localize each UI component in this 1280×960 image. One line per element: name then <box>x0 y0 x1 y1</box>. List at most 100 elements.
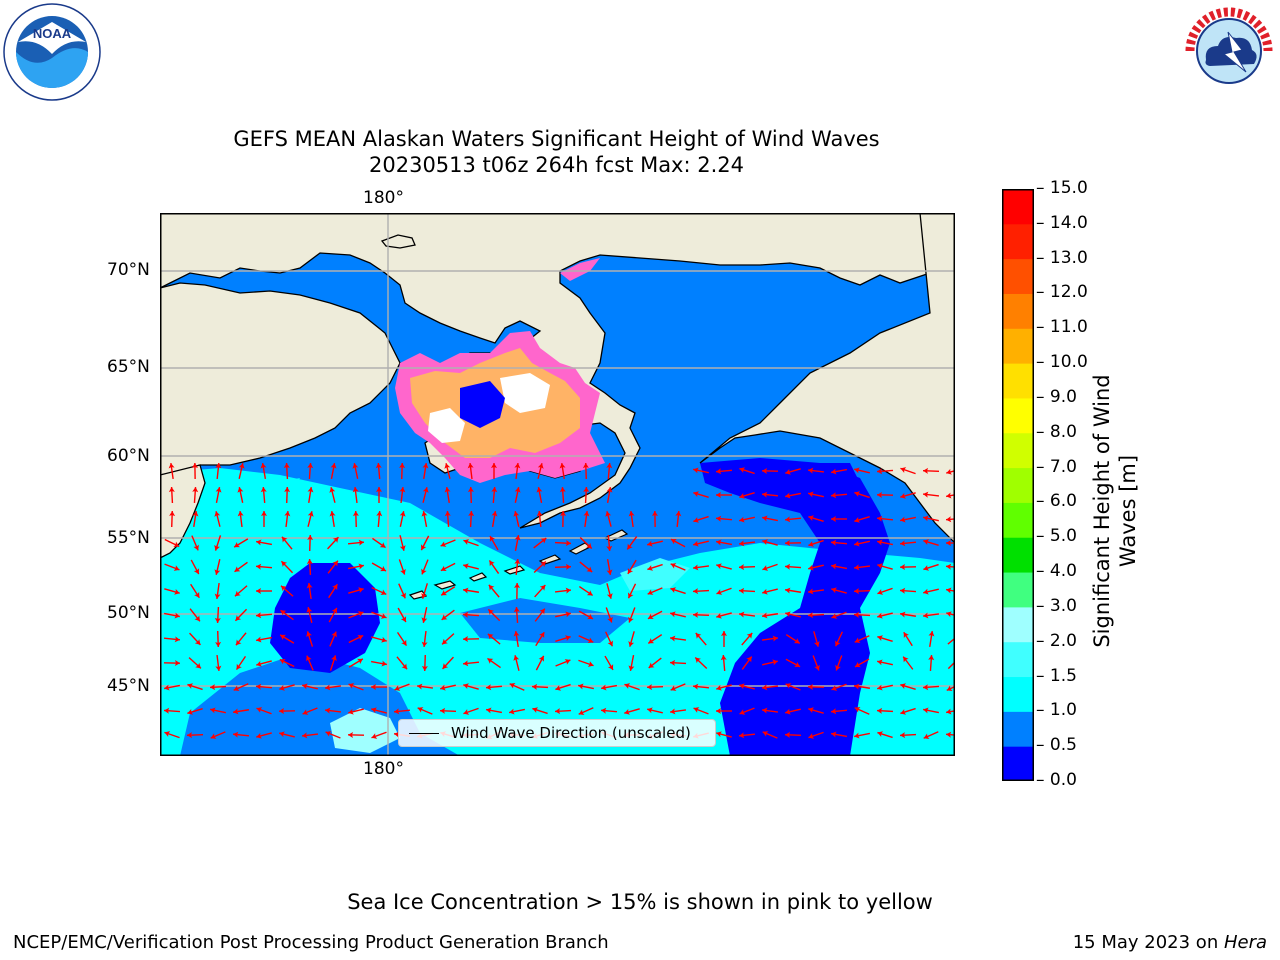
wind-wave-arrow <box>628 655 635 671</box>
wind-wave-arrow <box>813 631 820 647</box>
wind-wave-arrow <box>716 612 732 619</box>
wind-wave-arrow <box>234 608 248 622</box>
colorbar-tick-label: – 13.0 <box>1036 247 1088 268</box>
wind-wave-arrow <box>715 468 733 475</box>
wind-wave-arrow <box>163 707 181 714</box>
wind-wave-arrow <box>513 630 520 648</box>
wind-wave-arrow <box>394 683 410 691</box>
wind-wave-arrow <box>352 510 359 528</box>
wind-wave-arrow <box>164 538 180 548</box>
wind-wave-arrow <box>554 587 572 594</box>
wind-wave-arrow <box>627 583 637 599</box>
wind-wave-arrow <box>606 534 613 552</box>
wave-field-deepblue-east <box>700 458 890 756</box>
wind-wave-arrow <box>189 632 201 646</box>
wind-wave-arrow <box>583 510 590 528</box>
wind-wave-arrow <box>876 707 894 714</box>
wind-wave-arrow <box>260 486 267 504</box>
wind-wave-arrow <box>853 588 871 595</box>
wind-wave-arrow <box>876 491 894 498</box>
wind-wave-arrow <box>854 707 870 715</box>
wind-wave-arrow <box>463 707 479 715</box>
wind-wave-arrow <box>694 656 708 670</box>
wind-wave-arrow <box>513 655 520 671</box>
wind-wave-arrow <box>168 462 175 480</box>
wind-wave-arrow <box>830 563 848 570</box>
wind-wave-arrow <box>324 707 342 714</box>
colorbar-segment <box>1002 641 1034 678</box>
wind-wave-arrow <box>487 608 501 622</box>
wind-wave-arrow <box>830 708 848 715</box>
legend-line-icon <box>409 733 439 734</box>
wind-wave-arrow <box>785 611 801 618</box>
wind-wave-arrow <box>462 587 480 594</box>
wind-wave-arrow <box>853 564 871 571</box>
wind-wave-arrow <box>215 630 222 648</box>
colorbar-ticks: – 0.0 – 0.5 – 1.0 – 1.5 – 2.0 – 3.0 – 4.0 – 5.0… <box>1036 0 1096 960</box>
wind-wave-arrow <box>784 587 802 594</box>
colorbar-tick-label: – 0.5 <box>1036 735 1077 756</box>
wind-wave-arrow <box>715 539 733 546</box>
wind-wave-arrow <box>762 563 778 571</box>
wind-wave-arrow <box>739 467 755 475</box>
wind-wave-arrow <box>421 654 428 672</box>
wind-wave-arrow <box>210 731 226 739</box>
colorbar-segment <box>1002 746 1034 781</box>
wind-wave-arrow <box>670 538 686 548</box>
wind-wave-arrow <box>808 515 824 523</box>
wind-wave-arrow <box>831 516 847 522</box>
wind-wave-arrow <box>215 487 222 503</box>
wind-wave-arrow <box>720 654 727 672</box>
wind-wave-arrow <box>440 586 456 596</box>
wind-wave-arrow <box>307 511 314 527</box>
wind-wave-arrow <box>371 707 387 714</box>
wind-wave-arrow <box>467 486 474 504</box>
wind-wave-arrow <box>600 684 618 691</box>
wind-wave-arrow <box>232 731 250 738</box>
wind-wave-arrow <box>348 683 364 691</box>
colorbar-segment <box>1002 467 1034 503</box>
wind-wave-arrow <box>393 708 411 715</box>
wind-wave-arrow <box>234 561 248 573</box>
wind-wave-arrow <box>399 511 406 527</box>
wind-wave-arrow <box>531 683 549 690</box>
colorbar-tick-label: – 15.0 <box>1036 178 1088 198</box>
wind-wave-arrow <box>422 462 429 480</box>
wind-wave-arrow <box>555 683 571 691</box>
wind-wave-arrow <box>255 563 273 570</box>
chart-subtitle: 20230513 t06z 264h fcst Max: 2.24 <box>369 153 744 177</box>
wind-wave-arrow <box>807 588 825 595</box>
wind-wave-arrow <box>785 634 801 644</box>
wind-wave-arrow <box>189 608 201 622</box>
wind-wave-arrow <box>647 707 663 714</box>
wind-wave-arrow <box>785 683 801 691</box>
wind-wave-arrow <box>739 683 755 690</box>
wind-wave-arrow <box>807 683 825 690</box>
wind-wave-arrow <box>441 633 455 645</box>
wind-wave-arrow <box>647 634 663 644</box>
wind-wave-arrow <box>555 659 571 667</box>
wind-wave-arrow <box>302 707 318 715</box>
wind-wave-arrow <box>307 486 314 504</box>
wind-wave-arrow <box>371 731 387 739</box>
wind-wave-arrow <box>762 588 778 595</box>
colorbar-tick-label: – 6.0 <box>1036 491 1077 512</box>
colorbar-tick-label: – 14.0 <box>1036 212 1088 233</box>
wind-wave-arrow <box>761 491 779 498</box>
wind-wave-arrow <box>237 487 244 503</box>
wind-wave-arrow <box>830 539 848 546</box>
wind-wave-arrow <box>214 606 221 624</box>
lon-label-top: 180° <box>363 188 404 208</box>
colorbar-tick-label: – 12.0 <box>1036 282 1088 303</box>
wind-wave-arrow <box>922 684 940 691</box>
wind-wave-arrow <box>514 558 521 576</box>
wind-wave-arrow <box>854 658 870 668</box>
wind-wave-arrow <box>808 707 824 714</box>
date-text: 15 May 2023 on <box>1072 932 1224 953</box>
wind-wave-arrow <box>807 612 825 619</box>
wind-wave-arrow <box>348 563 364 570</box>
colorbar-tick-label: – 8.0 <box>1036 421 1077 442</box>
colorbar-segment <box>1002 432 1034 469</box>
colorbar-tick-label: – 1.5 <box>1036 665 1077 686</box>
wind-wave-arrow <box>371 562 387 572</box>
